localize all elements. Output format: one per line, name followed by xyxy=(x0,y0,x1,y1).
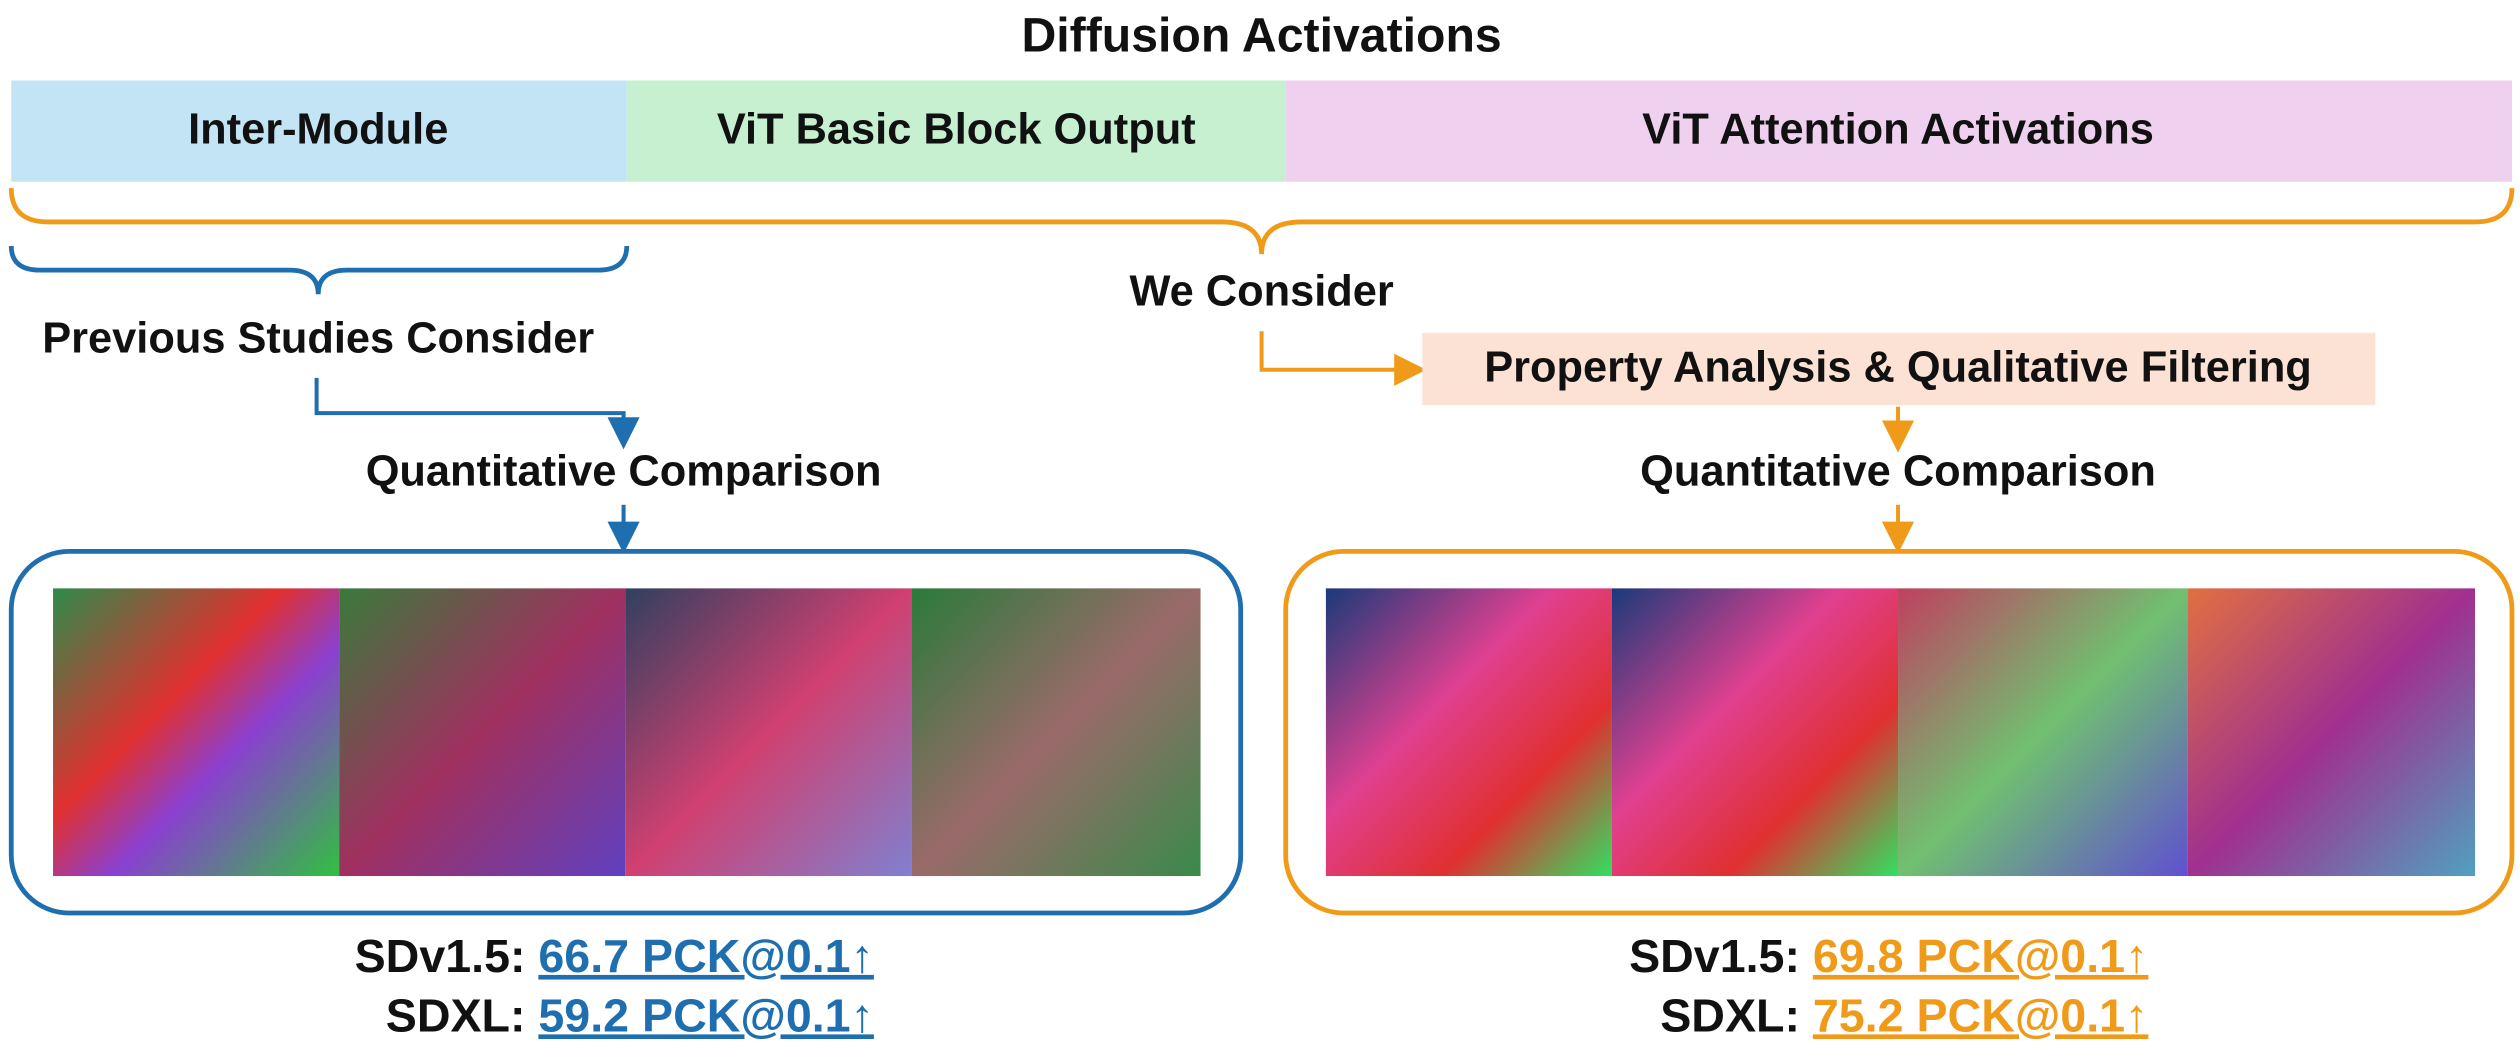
feature-image xyxy=(1611,588,1899,877)
feature-image xyxy=(1898,588,2188,877)
feature-image xyxy=(2187,588,2475,877)
segment-label: Inter-Module xyxy=(188,105,448,153)
model: SDXL: xyxy=(1660,989,1800,1041)
label: Previous Studies Consider xyxy=(42,314,594,362)
brace xyxy=(8,188,2515,255)
filter-label: Property Analysis & Qualitative Filterin… xyxy=(1484,343,2312,391)
panel xyxy=(1283,548,2515,916)
segment-bg xyxy=(1285,80,2512,182)
panel xyxy=(8,548,1244,916)
feature-image xyxy=(339,588,626,877)
model: SDXL: xyxy=(386,989,526,1041)
feature-image xyxy=(1325,588,1612,877)
title: Diffusion Activations xyxy=(1021,8,1501,62)
brace xyxy=(8,245,630,295)
feature-image xyxy=(53,588,340,877)
step: Quantitative Comparison xyxy=(366,448,882,496)
feature-image xyxy=(625,588,912,877)
arrow xyxy=(314,377,640,450)
segment-label: ViT Basic Block Output xyxy=(717,105,1196,153)
model: SDv1.5: xyxy=(1629,930,1800,982)
score: 75.2 PCK@0.1↑ xyxy=(1813,989,2149,1041)
segment-bg xyxy=(626,80,1286,182)
arrow xyxy=(1259,331,1427,386)
model: SDv1.5: xyxy=(355,930,526,982)
label: We Consider xyxy=(1129,268,1393,316)
filter-box xyxy=(1422,332,2376,406)
score: 59.2 PCK@0.1↑ xyxy=(538,989,874,1041)
segment-bg xyxy=(11,80,627,182)
step: Quantitative Comparison xyxy=(1640,448,2156,496)
score: 69.8 PCK@0.1↑ xyxy=(1813,930,2149,982)
score: 66.7 PCK@0.1↑ xyxy=(538,930,874,982)
feature-image xyxy=(911,588,1201,877)
segment-label: ViT Attention Activations xyxy=(1642,105,2154,153)
